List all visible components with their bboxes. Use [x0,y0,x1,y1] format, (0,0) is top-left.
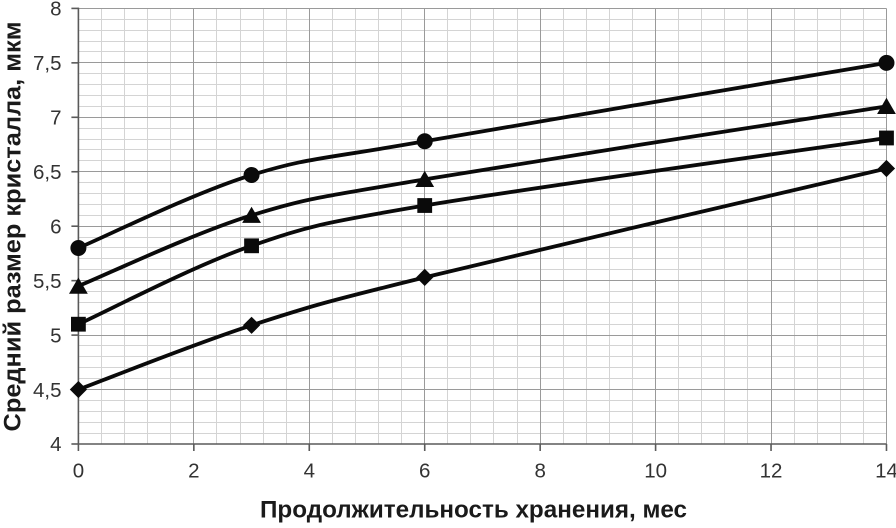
svg-text:Средний размер кристалла, мкм: Средний размер кристалла, мкм [0,22,27,432]
svg-text:6,5: 6,5 [33,161,62,184]
svg-text:6: 6 [419,460,430,483]
svg-text:7: 7 [50,107,61,130]
svg-text:14: 14 [875,460,896,483]
svg-text:7,5: 7,5 [33,52,62,75]
svg-text:5: 5 [50,324,61,347]
svg-text:12: 12 [760,460,783,483]
svg-text:4,5: 4,5 [33,379,62,402]
svg-text:5,5: 5,5 [33,270,62,293]
svg-text:0: 0 [73,460,84,483]
svg-text:4: 4 [304,460,315,483]
svg-text:2: 2 [188,460,199,483]
svg-text:8: 8 [534,460,545,483]
svg-text:Продолжительность хранения, ме: Продолжительность хранения, мес [260,497,687,524]
svg-text:4: 4 [50,433,61,456]
svg-text:6: 6 [50,215,61,238]
svg-text:10: 10 [644,460,667,483]
svg-text:8: 8 [50,0,61,21]
